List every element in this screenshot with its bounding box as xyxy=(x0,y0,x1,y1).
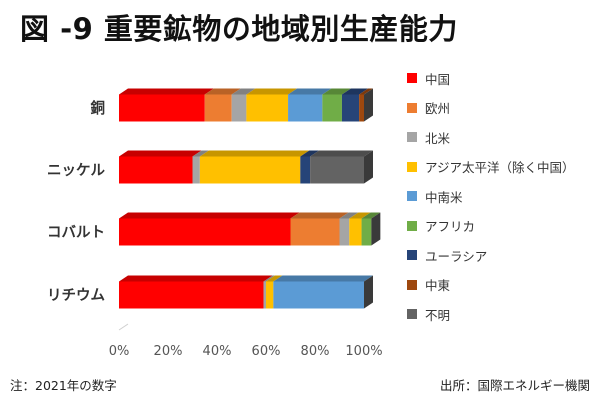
legend-item: 欧州 xyxy=(407,100,450,116)
legend-label: 中国 xyxy=(425,71,451,87)
bar-0-7-top xyxy=(359,88,373,95)
x-tick-label: 40% xyxy=(203,344,232,359)
legend-item: 北米 xyxy=(407,129,451,146)
bar-1-8 xyxy=(310,156,364,184)
bar-0-6 xyxy=(341,94,360,122)
bar-2-side xyxy=(371,212,381,246)
bar-1-0 xyxy=(119,156,193,184)
page-title: 図 -9 重要鉱物の地域別生産能力 xyxy=(20,12,458,46)
bar-3-side xyxy=(364,275,373,309)
bar-3-0-top xyxy=(119,275,273,282)
legend-swatch xyxy=(407,161,417,172)
legend-item: 不明 xyxy=(407,306,451,323)
y-category-label: リチウム xyxy=(47,287,105,304)
bar-3-2-top xyxy=(263,275,275,282)
bar-0-2 xyxy=(231,94,247,122)
source-note: 出所：国際エネルギー機関 xyxy=(439,378,590,393)
bar-1-8-top xyxy=(310,150,373,157)
legend-swatch xyxy=(407,132,417,142)
bar-0-0 xyxy=(119,94,205,122)
legend-swatch xyxy=(407,250,417,260)
bar-0-4-top xyxy=(288,88,332,95)
bar-2-5-top xyxy=(361,212,381,219)
bar-3-0 xyxy=(119,281,264,309)
bar-0-5-top xyxy=(322,88,351,95)
legend-swatch xyxy=(407,102,417,113)
legend-label: アフリカ xyxy=(425,219,476,234)
bar-2-1-top xyxy=(290,212,349,219)
bar-0-1 xyxy=(204,94,232,122)
legend-label: 欧州 xyxy=(425,101,451,116)
legend-item: 中国 xyxy=(407,70,451,87)
bar-0-2-top xyxy=(231,88,256,95)
bar-0-side xyxy=(364,88,373,122)
bar-0-7 xyxy=(359,94,364,122)
x-tick-label: 80% xyxy=(301,344,330,359)
axis-floor-line xyxy=(118,323,129,331)
bar-2-3 xyxy=(349,218,362,246)
x-tick-labels: 0% 20% 40% 60% 80% 100% xyxy=(109,344,383,359)
footnote: 注：2021年の数字 xyxy=(10,378,117,393)
bar-1-2-top xyxy=(192,150,209,157)
bar-2-2-top xyxy=(339,212,359,219)
bar-3-3 xyxy=(266,281,274,309)
legend-swatch xyxy=(407,279,417,290)
y-category-label: ニッケル xyxy=(47,162,105,179)
bar-3-3-top xyxy=(266,275,283,282)
bar-2-3-top xyxy=(349,212,371,219)
legend-swatch xyxy=(407,191,417,201)
legend-swatch xyxy=(407,309,417,319)
bar-0-6-top xyxy=(341,88,369,95)
legend-swatch xyxy=(407,73,417,83)
bar-0-1-top xyxy=(204,88,241,95)
bars-group xyxy=(118,88,381,331)
legend-item: ユーラシア xyxy=(407,247,488,264)
x-tick-label: 100% xyxy=(345,344,382,359)
bar-0-3 xyxy=(246,94,289,122)
legend-label: 中南米 xyxy=(425,189,463,205)
bar-2-2 xyxy=(339,218,350,246)
bar-0-5 xyxy=(322,94,342,122)
legend-swatch xyxy=(407,220,417,231)
bar-3-2 xyxy=(263,281,266,309)
x-tick-label: 20% xyxy=(154,344,183,359)
legend-label: 北米 xyxy=(425,130,451,146)
bar-1-6 xyxy=(300,156,311,184)
legend-item: 中南米 xyxy=(407,188,463,205)
legend-item: アフリカ xyxy=(407,218,475,234)
bar-1-0-top xyxy=(119,150,202,157)
bar-2-0 xyxy=(119,218,291,246)
bar-1-3-top xyxy=(199,150,310,157)
y-category-label: 銅 xyxy=(91,99,106,117)
y-category-label: コバルト xyxy=(47,224,105,241)
x-tick-label: 0% xyxy=(109,344,130,359)
bar-2-1 xyxy=(290,218,340,246)
bar-2-5 xyxy=(361,218,372,246)
legend-label: ユーラシア xyxy=(425,248,488,264)
bar-0-3-top xyxy=(246,88,298,95)
legend-item: アジア太平洋（除く中国） xyxy=(407,159,575,175)
legend-label: 不明 xyxy=(425,307,451,323)
bar-2-0-top xyxy=(119,212,300,219)
bar-3-4 xyxy=(273,281,364,309)
bar-3-4-top xyxy=(273,275,373,282)
bar-1-3 xyxy=(199,156,301,184)
legend-label: 中東 xyxy=(425,278,451,293)
bar-0-4 xyxy=(288,94,323,122)
bar-1-2 xyxy=(192,156,200,184)
bar-1-side xyxy=(364,150,373,184)
x-tick-label: 60% xyxy=(252,344,281,359)
bar-0-0-top xyxy=(119,88,214,95)
legend-label: アジア太平洋（除く中国） xyxy=(425,160,575,175)
legend-item: 中東 xyxy=(407,277,450,293)
bar-1-6-top xyxy=(300,150,320,157)
